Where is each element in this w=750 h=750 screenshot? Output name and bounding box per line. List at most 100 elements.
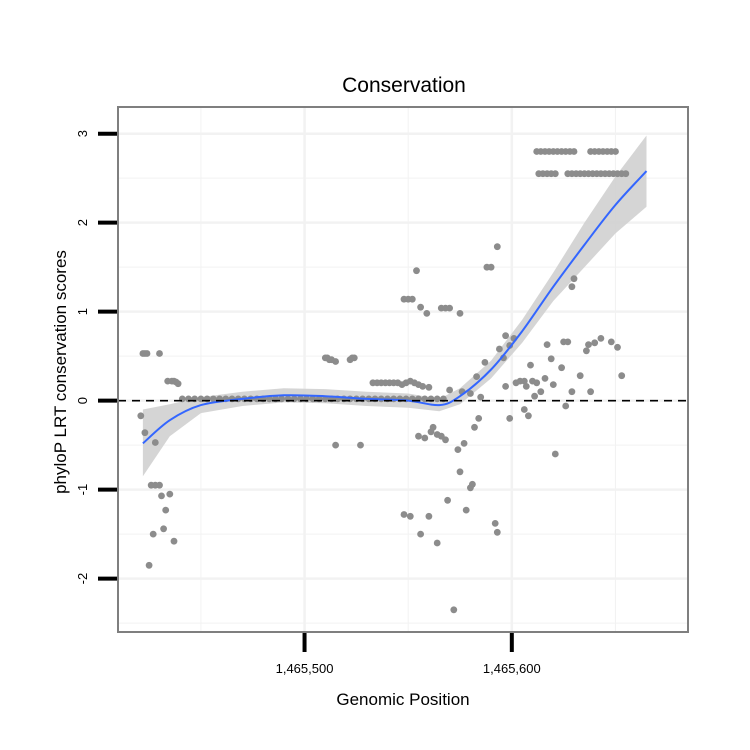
data-point (143, 350, 151, 357)
data-point (425, 383, 433, 391)
data-point (618, 372, 626, 380)
data-point (473, 373, 480, 380)
data-point (400, 511, 408, 518)
scatter-points (137, 148, 630, 614)
data-point (502, 332, 509, 340)
data-point (156, 350, 163, 357)
data-point (551, 170, 559, 178)
data-point (149, 530, 157, 538)
data-point (174, 380, 182, 388)
data-point (429, 423, 437, 431)
confidence-band (142, 135, 647, 477)
data-point (527, 361, 534, 369)
data-point (456, 310, 464, 317)
y-tick-label: 1 (75, 308, 90, 315)
data-point (166, 490, 174, 498)
y-tick-label: 3 (75, 130, 90, 137)
data-point (614, 343, 621, 351)
data-point (425, 512, 433, 520)
data-point (442, 436, 449, 444)
data-point (141, 429, 149, 437)
data-point (462, 506, 470, 514)
data-point (570, 275, 578, 283)
data-point (549, 381, 557, 388)
plot-panel (117, 106, 689, 633)
data-point (487, 263, 495, 271)
data-point (531, 392, 538, 400)
data-point (332, 441, 339, 449)
data-point (591, 339, 599, 347)
data-point (612, 148, 619, 155)
data-point (467, 390, 474, 397)
panel-background (118, 107, 688, 632)
data-point (417, 530, 424, 538)
data-point (137, 412, 145, 420)
data-point (423, 310, 431, 317)
y-tick-label: 0 (75, 397, 90, 404)
data-point (537, 388, 545, 396)
data-point (460, 440, 468, 447)
data-point (446, 304, 453, 312)
data-point (583, 347, 590, 355)
data-point (469, 480, 476, 488)
data-point (622, 170, 630, 178)
x-tick-label: 1,465,500 (276, 661, 334, 676)
data-point (350, 354, 358, 362)
data-point (570, 148, 578, 155)
data-point (562, 402, 570, 410)
data-point (456, 468, 464, 476)
data-point (408, 295, 416, 303)
data-point (506, 415, 514, 422)
data-point (417, 303, 424, 311)
data-point (533, 379, 541, 387)
data-point (585, 341, 592, 348)
y-tick-label: 2 (75, 219, 90, 226)
data-point (481, 359, 489, 366)
data-point (568, 283, 576, 291)
data-point (607, 338, 615, 346)
data-point (158, 492, 165, 500)
data-point (209, 395, 217, 403)
chart-title: Conservation (342, 74, 466, 97)
data-point (170, 537, 178, 545)
data-point (520, 406, 528, 413)
data-point (520, 377, 528, 385)
data-point (547, 355, 555, 363)
data-point (415, 432, 422, 440)
data-point (454, 446, 462, 453)
data-point (525, 412, 532, 420)
y-tick-label: -2 (75, 573, 90, 585)
x-axis-title: Genomic Position (336, 690, 469, 709)
data-point (558, 364, 565, 372)
data-point (475, 415, 483, 422)
data-point (433, 539, 441, 547)
data-point (543, 341, 551, 348)
data-point (564, 338, 572, 346)
y-tick-label: -1 (75, 484, 90, 496)
data-point (471, 423, 478, 431)
data-point (491, 520, 499, 527)
data-point (597, 335, 605, 342)
data-point (522, 383, 530, 390)
x-tick-label: 1,465,600 (483, 661, 541, 676)
data-point (551, 450, 559, 458)
data-point (433, 395, 441, 403)
data-point (151, 439, 159, 446)
data-point (145, 561, 153, 569)
data-point (162, 506, 170, 514)
data-point (576, 372, 584, 380)
data-point (541, 375, 549, 382)
data-point (477, 393, 485, 401)
x-axis: 1,465,500 1,465,600 (276, 633, 541, 676)
data-point (496, 345, 503, 353)
data-point (413, 267, 420, 275)
data-point (493, 528, 501, 536)
data-point (421, 434, 429, 442)
data-point (419, 383, 427, 390)
data-point (444, 496, 451, 504)
y-axis-title: phyloP LRT conservation scores (51, 250, 70, 494)
data-point (357, 441, 364, 449)
data-point (446, 386, 453, 394)
y-axis: -2 -1 0 1 2 3 (75, 130, 117, 584)
